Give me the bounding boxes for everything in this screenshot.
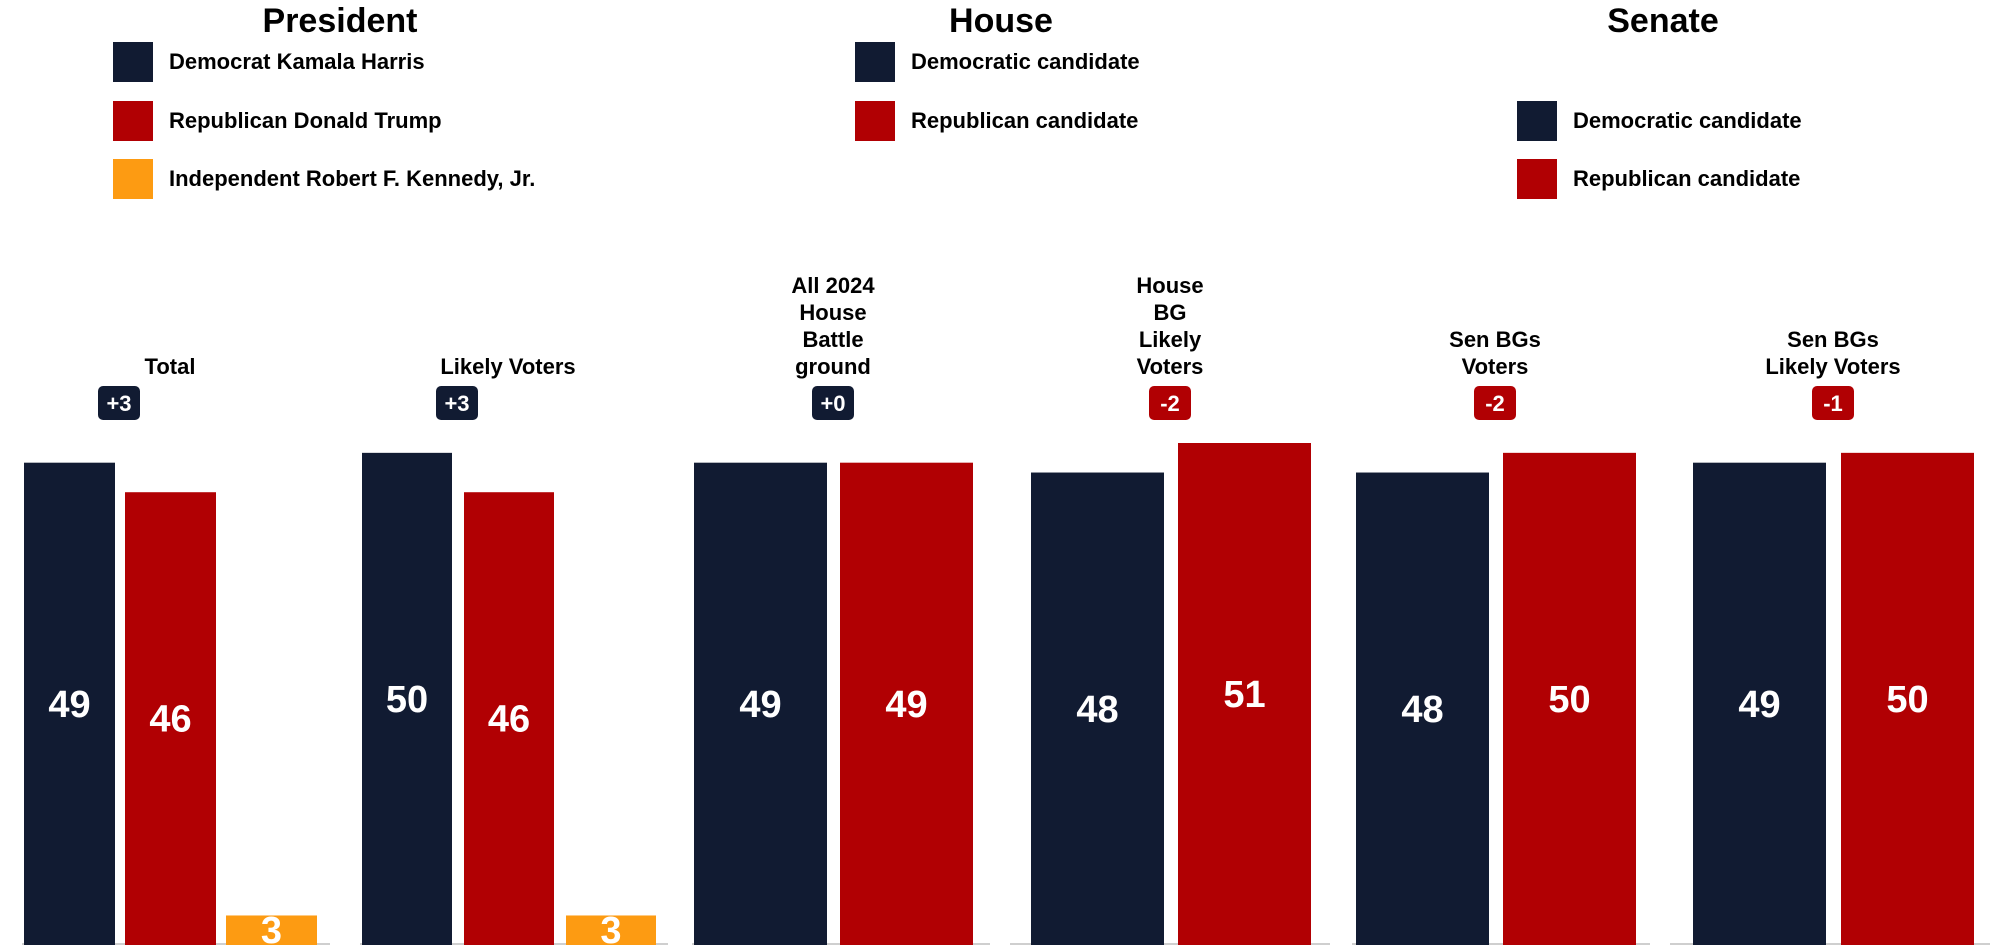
data-label: 50	[386, 679, 428, 721]
category-label: Sen BGs	[1787, 327, 1879, 352]
bar-rep	[464, 492, 554, 945]
margin-badge	[436, 386, 478, 420]
legend-label: Republican Donald Trump	[169, 108, 442, 133]
data-label: 3	[261, 910, 282, 945]
margin-badge	[98, 386, 140, 420]
legend-title-senate: Senate	[1607, 2, 1719, 40]
margin-badge-label: +0	[820, 391, 845, 416]
data-label: 50	[1886, 679, 1928, 721]
legend-item-house-dem: Democratic candidate	[855, 42, 1140, 82]
category-label: All 2024	[791, 273, 875, 298]
data-label: 46	[488, 699, 530, 741]
legend-swatch	[855, 42, 895, 82]
data-label: 51	[1223, 674, 1265, 716]
category-label: ground	[795, 354, 871, 379]
category-label: House	[799, 300, 866, 325]
legend-swatch	[113, 42, 153, 82]
data-label: 48	[1401, 689, 1443, 731]
legend-item-trump: Republican Donald Trump	[113, 101, 442, 141]
legend-swatch	[113, 159, 153, 199]
data-label: 49	[739, 684, 781, 726]
bar-dem	[1031, 472, 1164, 945]
data-label: 49	[48, 684, 90, 726]
data-label: 50	[1548, 679, 1590, 721]
data-label: 3	[600, 910, 621, 945]
category-label: Voters	[1462, 354, 1529, 379]
legend-swatch	[113, 101, 153, 141]
legend-label: Democratic candidate	[911, 49, 1140, 74]
margin-badge	[1149, 386, 1191, 420]
bar-dem	[362, 452, 452, 945]
bar-rep	[1178, 443, 1311, 945]
legend-item-senate-rep: Republican candidate	[1517, 159, 1800, 199]
category-label: Battle	[802, 327, 863, 352]
margin-badge-label: +3	[444, 391, 469, 416]
category-label: BG	[1154, 300, 1187, 325]
data-label: 46	[149, 699, 191, 741]
category-label: Sen BGs	[1449, 327, 1541, 352]
category-label: House	[1136, 273, 1203, 298]
margin-badge	[1812, 386, 1854, 420]
bar-dem	[1356, 472, 1489, 945]
legend-swatch	[1517, 159, 1557, 199]
category-label: Likely	[1139, 327, 1202, 352]
bar-rep	[125, 492, 216, 945]
data-label: 48	[1076, 689, 1118, 731]
legend-swatch	[855, 101, 895, 141]
legend-item-harris: Democrat Kamala Harris	[113, 42, 425, 82]
bar-dem	[24, 462, 115, 945]
legend-title-house: House	[949, 2, 1053, 40]
category-label: Voters	[1137, 354, 1204, 379]
margin-badge-label: -2	[1160, 391, 1180, 416]
category-label: Likely Voters	[440, 354, 575, 379]
bar-rep	[840, 462, 973, 945]
data-label: 49	[885, 684, 927, 726]
bar-rep	[1503, 452, 1636, 945]
margin-badge	[812, 386, 854, 420]
legend-label: Democratic candidate	[1573, 108, 1802, 133]
category-label: Total	[145, 354, 196, 379]
legend-label: Independent Robert F. Kennedy, Jr.	[169, 166, 536, 191]
legend-label: Democrat Kamala Harris	[169, 49, 425, 74]
legend-item-kennedy: Independent Robert F. Kennedy, Jr.	[113, 159, 535, 199]
legend-label: Republican candidate	[911, 108, 1139, 133]
legend-swatch	[1517, 101, 1557, 141]
legend-item-house-rep: Republican candidate	[855, 101, 1138, 141]
bar-dem	[694, 462, 827, 945]
bar-ind	[566, 915, 656, 945]
bar-ind	[226, 915, 317, 945]
category-label: Likely Voters	[1765, 354, 1900, 379]
margin-badge-label: -1	[1823, 391, 1843, 416]
margin-badge-label: +3	[106, 391, 131, 416]
bar-dem	[1693, 462, 1826, 945]
legend-title-president: President	[262, 2, 418, 40]
legend-item-senate-dem: Democratic candidate	[1517, 101, 1802, 141]
margin-badge-label: -2	[1485, 391, 1505, 416]
data-label: 49	[1738, 684, 1780, 726]
margin-badge	[1474, 386, 1516, 420]
bar-rep	[1841, 452, 1974, 945]
legend-label: Republican candidate	[1573, 166, 1801, 191]
